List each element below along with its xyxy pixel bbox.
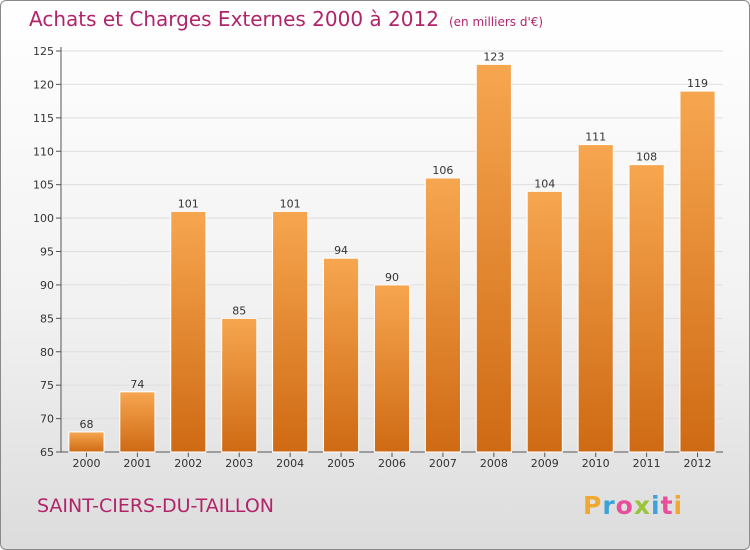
y-tick-label: 105	[33, 179, 54, 192]
y-tick-label: 80	[40, 346, 54, 359]
logo-letter: i	[673, 491, 684, 520]
bar	[628, 164, 665, 453]
bar-value-label: 104	[534, 177, 555, 190]
bar-value-label: 119	[687, 77, 708, 90]
bar-value-label: 108	[636, 151, 657, 164]
x-tick-label: 2006	[378, 457, 406, 470]
city-name: SAINT-CIERS-DU-TAILLON	[37, 495, 274, 517]
x-tick-label: 2012	[684, 457, 712, 470]
proxiti-logo[interactable]: Proxiti	[583, 491, 683, 520]
bar	[577, 144, 614, 453]
chart-title-block: Achats et Charges Externes 2000 à 2012 (e…	[29, 7, 543, 31]
logo-letter: o	[615, 491, 634, 520]
bars	[68, 63, 716, 453]
logo-letter: r	[602, 491, 616, 520]
bar-value-label: 101	[280, 197, 301, 210]
y-tick-label: 125	[33, 45, 54, 58]
logo-letter: x	[633, 491, 651, 520]
y-tick-label: 120	[33, 78, 54, 91]
bar-value-label: 74	[130, 378, 144, 391]
logo-letter: P	[583, 491, 603, 520]
bar	[272, 210, 309, 453]
bar-value-label: 68	[79, 418, 93, 431]
x-tick-label: 2005	[327, 457, 355, 470]
bar	[475, 63, 512, 453]
bar	[679, 90, 716, 453]
bar	[119, 391, 156, 453]
bar-value-label: 123	[483, 50, 504, 63]
y-tick-label: 65	[40, 446, 54, 459]
y-tick-label: 75	[40, 379, 54, 392]
unit-note: (en milliers d'€)	[448, 15, 544, 29]
x-tick-label: 2007	[429, 457, 457, 470]
bar	[170, 210, 207, 453]
logo-letter: t	[660, 491, 674, 520]
x-tick-label: 2000	[72, 457, 100, 470]
data-labels: 65 70 75 80 85 90 95 100 105 110 115 120 125 68 2000 74…	[33, 45, 712, 470]
y-tick-label: 95	[40, 246, 54, 259]
y-tick-label: 115	[33, 112, 54, 125]
y-tick-label: 90	[40, 279, 54, 292]
bar	[323, 257, 360, 453]
x-tick-label: 2001	[123, 457, 151, 470]
logo-letter: i	[651, 491, 661, 520]
x-tick-label: 2011	[633, 457, 661, 470]
x-tick-label: 2010	[582, 457, 610, 470]
bar-value-label: 111	[585, 131, 606, 144]
y-tick-label: 100	[33, 212, 54, 225]
bar-value-label: 106	[432, 164, 453, 177]
bar-value-label: 94	[334, 244, 348, 257]
bar	[424, 177, 461, 453]
x-tick-label: 2008	[480, 457, 508, 470]
bar-value-label: 90	[385, 271, 399, 284]
x-tick-label: 2002	[174, 457, 202, 470]
x-tick-label: 2003	[225, 457, 253, 470]
x-tick-label: 2009	[531, 457, 559, 470]
chart-title: Achats et Charges Externes 2000 à 2012	[29, 7, 439, 31]
bar	[68, 431, 105, 453]
y-tick-label: 70	[40, 413, 54, 426]
bar	[373, 284, 411, 453]
y-tick-label: 110	[33, 145, 54, 158]
y-tick-label: 85	[40, 312, 54, 325]
bar	[526, 190, 563, 453]
bar-value-label: 101	[178, 197, 199, 210]
x-tick-label: 2004	[276, 457, 304, 470]
bar	[221, 317, 258, 453]
bar-value-label: 85	[232, 304, 246, 317]
